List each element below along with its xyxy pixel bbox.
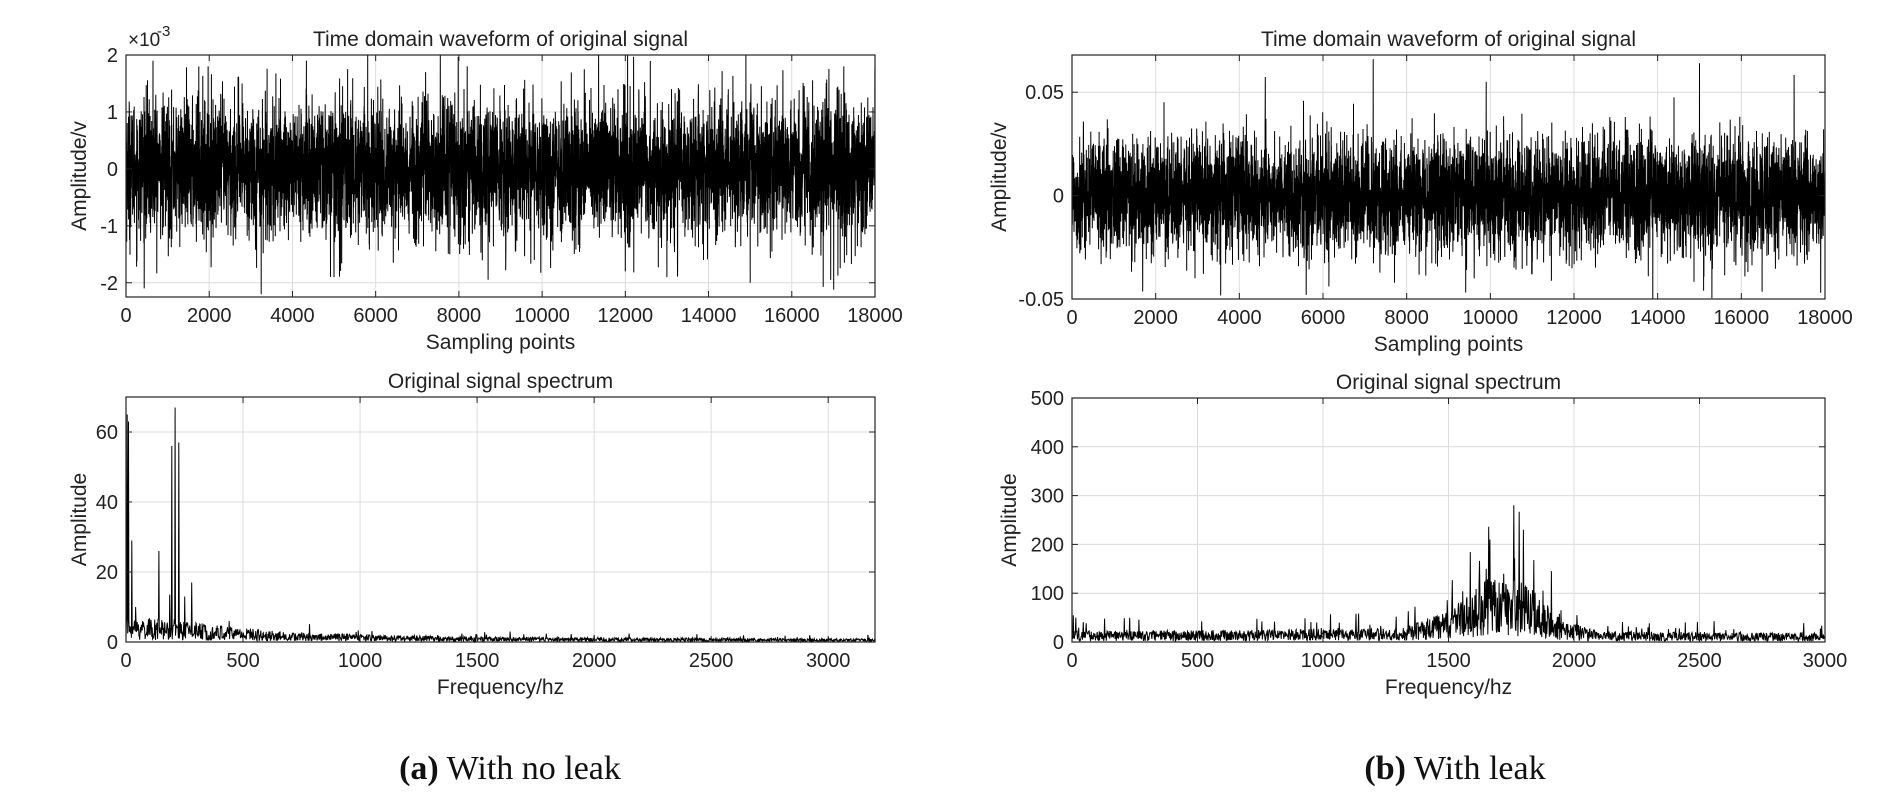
x-axis-label: Frequency/hz bbox=[1385, 676, 1512, 699]
y-tick-label: 500 bbox=[1031, 388, 1064, 410]
y-axis-label: Amplitude/v bbox=[68, 121, 91, 231]
x-tick-label: 10000 bbox=[514, 305, 570, 327]
y-tick-label: 0 bbox=[1053, 632, 1064, 654]
x-tick-label: 12000 bbox=[598, 305, 654, 327]
x-tick-label: 4000 bbox=[270, 305, 315, 327]
chart-title: Time domain waveform of original signal bbox=[313, 28, 688, 51]
x-tick-label: 1500 bbox=[1426, 650, 1471, 672]
x-tick-label: 6000 bbox=[1301, 307, 1346, 329]
x-tick-label: 0 bbox=[120, 650, 131, 672]
y-multiplier: ×10 bbox=[128, 30, 160, 51]
x-tick-label: 3000 bbox=[806, 650, 851, 672]
caption-b-label: (b) bbox=[1364, 750, 1406, 787]
caption-a-label: (a) bbox=[399, 750, 439, 787]
caption-a-text: With no leak bbox=[438, 750, 621, 787]
x-tick-label: 0 bbox=[1066, 650, 1077, 672]
y-axis-label: Amplitude bbox=[68, 473, 91, 566]
y-axis-label: Amplitude bbox=[998, 473, 1021, 566]
x-axis-label: Frequency/hz bbox=[437, 676, 564, 699]
x-tick-label: 6000 bbox=[353, 305, 398, 327]
x-tick-label: 16000 bbox=[1714, 307, 1770, 329]
x-tick-label: 2000 bbox=[572, 650, 617, 672]
x-tick-label: 12000 bbox=[1546, 307, 1602, 329]
x-tick-label: 2000 bbox=[1133, 307, 1178, 329]
caption-b-text: With leak bbox=[1405, 750, 1546, 787]
x-tick-label: 2000 bbox=[1552, 650, 1597, 672]
y-tick-label: -1 bbox=[100, 216, 118, 238]
x-tick-label: 18000 bbox=[847, 305, 903, 327]
x-axis-label: Sampling points bbox=[1374, 333, 1523, 356]
caption-b: (b) With leak bbox=[1364, 750, 1545, 788]
x-tick-label: 14000 bbox=[681, 305, 737, 327]
series-line-b1 bbox=[1071, 59, 1826, 300]
chart-title: Original signal spectrum bbox=[388, 370, 613, 393]
y-tick-label: 0 bbox=[107, 632, 118, 654]
series-line-a1 bbox=[125, 54, 876, 295]
y-axis-label: Amplitude/v bbox=[988, 122, 1011, 232]
x-tick-label: 4000 bbox=[1217, 307, 1262, 329]
x-tick-label: 2500 bbox=[1677, 650, 1722, 672]
y-tick-label: -2 bbox=[100, 273, 118, 295]
y-tick-label: 40 bbox=[96, 492, 118, 514]
x-tick-label: 0 bbox=[1066, 307, 1077, 329]
y-tick-label: 200 bbox=[1031, 534, 1064, 556]
x-tick-label: 500 bbox=[1181, 650, 1214, 672]
y-tick-label: 0 bbox=[1053, 186, 1064, 208]
chart-a2: 0 500 1000 1500 2000 2500 3000 0 20 40 60 Original … bbox=[68, 370, 876, 699]
x-tick-label: 8000 bbox=[437, 305, 482, 327]
x-tick-label: 8000 bbox=[1384, 307, 1429, 329]
y-tick-label: 100 bbox=[1031, 583, 1064, 605]
caption-a: (a) With no leak bbox=[399, 750, 621, 788]
x-tick-label: 1500 bbox=[455, 650, 500, 672]
chart-b2: 0 500 1000 1500 2000 2500 3000 0 100 200 300 400 500… bbox=[998, 371, 1847, 699]
y-tick-label: 1 bbox=[107, 102, 118, 124]
x-tick-label: 18000 bbox=[1797, 307, 1853, 329]
chart-title: Time domain waveform of original signal bbox=[1261, 28, 1636, 51]
x-tick-label: 2500 bbox=[689, 650, 734, 672]
y-tick-label: 60 bbox=[96, 422, 118, 444]
y-tick-label: 2 bbox=[107, 45, 118, 67]
chart-a1: 0 2000 4000 6000 8000 10000 12000 14000 16000 180… bbox=[68, 23, 903, 354]
chart-b1: 0 2000 4000 6000 8000 10000 12000 14000 16000 180… bbox=[988, 28, 1853, 356]
x-tick-label: 14000 bbox=[1630, 307, 1686, 329]
x-tick-label: 1000 bbox=[338, 650, 383, 672]
y-tick-label: 20 bbox=[96, 562, 118, 584]
y-tick-label: 0.05 bbox=[1025, 82, 1064, 104]
y-tick-label: 400 bbox=[1031, 437, 1064, 459]
y-multiplier-exponent: -3 bbox=[157, 23, 170, 40]
x-tick-label: 500 bbox=[226, 650, 259, 672]
y-tick-label: -0.05 bbox=[1018, 289, 1064, 311]
series-line-a2 bbox=[125, 407, 876, 644]
x-tick-label: 1000 bbox=[1301, 650, 1346, 672]
y-tick-label: 0 bbox=[107, 159, 118, 181]
axes-box bbox=[125, 54, 876, 298]
x-tick-label: 0 bbox=[120, 305, 131, 327]
x-tick-label: 10000 bbox=[1463, 307, 1519, 329]
x-axis-label: Sampling points bbox=[426, 331, 575, 354]
x-tick-label: 2000 bbox=[187, 305, 232, 327]
chart-title: Original signal spectrum bbox=[1336, 371, 1561, 394]
x-tick-label: 3000 bbox=[1803, 650, 1848, 672]
axes-box bbox=[125, 396, 876, 643]
axes-box bbox=[1071, 54, 1826, 300]
y-tick-label: 300 bbox=[1031, 486, 1064, 508]
x-tick-label: 16000 bbox=[764, 305, 820, 327]
